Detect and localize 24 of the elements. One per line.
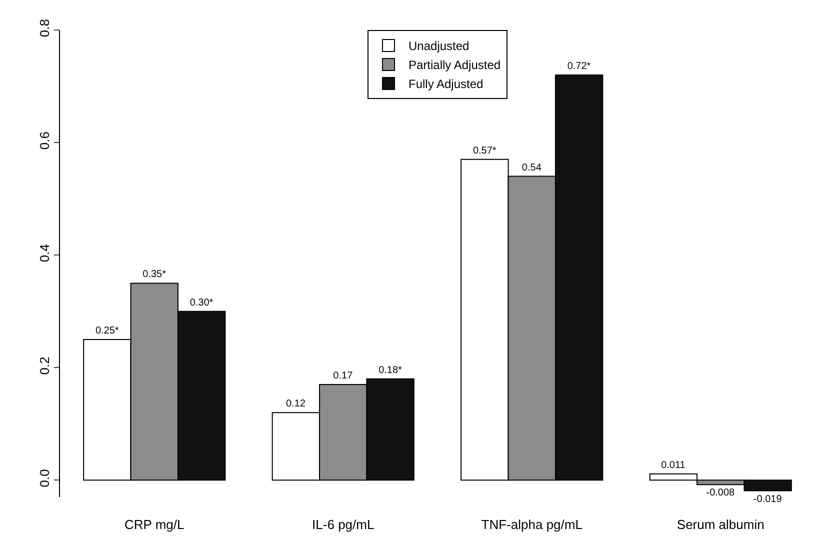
data-label: -0.019 [753,494,782,505]
x-tick-label: TNF-alpha pg/mL [481,517,582,532]
x-tick-label: CRP mg/L [124,517,184,532]
data-label: 0.72* [567,61,591,72]
y-tick-label: 0.6 [36,132,52,150]
x-tick-label: Serum albumin [676,517,764,532]
y-tick-label: 0.8 [36,19,52,38]
data-label: 0.25* [95,325,119,336]
legend-label: Partially Adjusted [408,58,501,72]
data-label: 0.54 [522,162,542,174]
data-label: 0.57* [472,145,496,156]
y-tick-label: 0.2 [36,356,52,375]
data-label: 0.17 [333,370,354,382]
data-label: -0.008 [706,488,736,499]
legend-label: Unadjusted [408,39,470,54]
data-label: 0.011 [661,460,686,471]
data-label: 0.35* [142,269,166,280]
y-tick-label: 0.4 [36,244,52,262]
legend-label: Fully Adjusted [408,77,484,92]
data-label: 0.12 [286,398,306,410]
x-tick-label: IL-6 pg/mL [312,517,374,532]
data-label: 0.18* [378,364,402,376]
data-label: 0.30* [190,297,214,308]
y-tick-label: 0.0 [36,469,52,488]
